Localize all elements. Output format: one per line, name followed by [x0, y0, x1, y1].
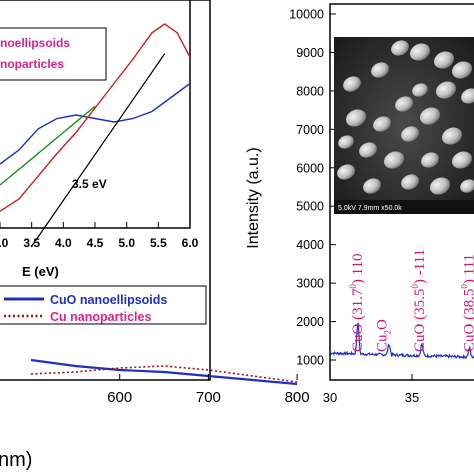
main-series-1	[30, 358, 298, 386]
main-x-axis-label: nm)	[0, 449, 32, 471]
right-peak-labels: CuO (31.70) 110 Cu2O CuO (35.50) -111 CuO (…	[348, 249, 474, 352]
inset-tangent-line	[31, 53, 166, 247]
inset-series-2	[0, 23, 191, 212]
inset-annotation: 3.5 eV	[72, 177, 107, 191]
inset-x-tick-label: 5.5	[150, 236, 167, 250]
peak-label-4: CuO (38.50) 111	[459, 254, 474, 352]
right-y-ticks: 1000 2000 3000 4000 5000 6000 7000 8000 9000 1000…	[289, 8, 336, 368]
peak-label-3: CuO (35.50) -111	[410, 249, 428, 352]
left-panel: 3.0 3.5 4.0 4.5 5.0 5.5 6.0 E (eV) 3.5 eV noel…	[0, 0, 310, 471]
peak-label-2: Cu2O	[374, 319, 392, 352]
main-legend: CuO nanoellipsoids Cu nanoparticles	[0, 285, 207, 325]
inset-x-tick-label: 3.0	[0, 236, 9, 250]
sem-micrograph-image: 5.0kV 7.9mm x50.0k	[334, 37, 474, 214]
right-y-axis-label: Intensity (a.u.)	[245, 147, 262, 248]
right-y-tick-label: 10000	[289, 8, 324, 22]
inset-x-tick-label: 6.0	[182, 236, 199, 250]
inset-ticks: 3.0 3.5 4.0 4.5 5.0 5.5 6.0	[0, 222, 199, 250]
legend-label-cu: Cu nanoparticles	[50, 310, 151, 324]
inset-x-tick-label: 4.0	[55, 236, 72, 250]
main-x-tick-label: 800	[285, 389, 310, 406]
right-plot-frame	[329, 3, 474, 381]
right-lines	[329, 322, 474, 360]
inset-series-1	[0, 82, 191, 165]
main-ticks: 600 700 800	[107, 374, 310, 406]
main-legend-box	[0, 285, 207, 325]
inset-lines	[0, 23, 191, 247]
right-y-tick-label: 5000	[296, 200, 324, 214]
inset-x-axis-label: E (eV)	[22, 264, 59, 279]
sem-caption: 5.0kV 7.9mm x50.0k	[338, 205, 402, 212]
right-y-tick-label: 6000	[296, 161, 324, 175]
legend-label-cuo: CuO nanoellipsoids	[50, 293, 167, 307]
inset-x-tick-label: 5.0	[118, 236, 135, 250]
right-x-ticks: 30 35	[323, 374, 419, 405]
inset-x-tick-label: 4.5	[87, 236, 104, 250]
peak-label-1: CuO (31.70) 110	[348, 253, 366, 352]
right-y-tick-label: 7000	[296, 123, 324, 137]
right-y-tick-label: 2000	[296, 315, 324, 329]
inset-legend-item-2: noparticles	[0, 57, 64, 71]
xrd-pattern-line	[329, 322, 474, 360]
left-plot-frame	[0, 0, 211, 381]
right-y-tick-label: 8000	[296, 84, 324, 98]
main-lines	[30, 358, 298, 386]
inset-legend-item-1: noellipsoids	[0, 36, 70, 50]
right-y-tick-label: 1000	[296, 354, 324, 368]
main-x-tick-label: 700	[196, 389, 221, 406]
inset-series-3	[0, 105, 96, 186]
right-x-tick-label: 35	[405, 390, 419, 405]
right-y-tick-label: 3000	[296, 277, 324, 291]
right-y-tick-label: 9000	[296, 46, 324, 60]
right-panel: Intensity (a.u.) 1000 2000 3000 4000 5000 600…	[245, 3, 474, 405]
right-y-tick-label: 4000	[296, 238, 324, 252]
inset-panel: 3.0 3.5 4.0 4.5 5.0 5.5 6.0 E (eV) 3.5 eV noel…	[0, 0, 199, 279]
right-x-tick-label: 30	[323, 390, 337, 405]
main-x-tick-label: 600	[107, 389, 132, 406]
inset-legend-box	[0, 27, 107, 81]
inset-x-tick-label: 3.5	[23, 236, 40, 250]
